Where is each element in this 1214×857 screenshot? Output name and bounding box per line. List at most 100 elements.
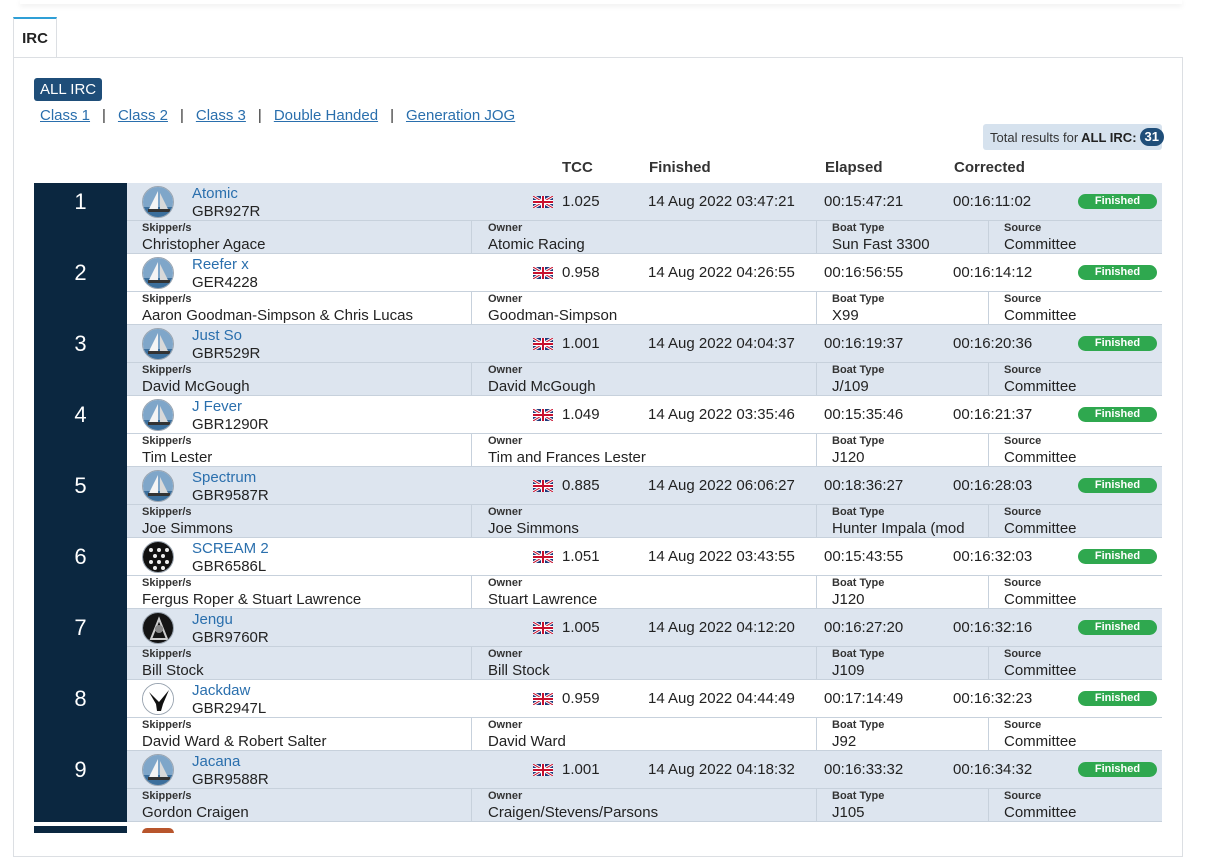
detail-cell: Jengu GBR9760R 1.005 14 Aug 2022 04:12:20 00…: [127, 609, 1162, 680]
boat-name-link[interactable]: J Fever: [192, 398, 243, 415]
table-row: 3 Just So GBR529R 1.001 14 Aug 2022 04:04:37…: [34, 325, 1162, 396]
rank-cell: 2: [34, 254, 127, 325]
table-row: 2 Reefer x GER4228 0.958 14 Aug 2022 04:26:5…: [34, 254, 1162, 325]
boat-name-link[interactable]: Atomic: [192, 185, 238, 202]
tcc-value: 1.001: [562, 335, 600, 352]
skipper-label: Skipper/s: [142, 364, 192, 376]
detail-cell: J Fever GBR1290R 1.049 14 Aug 2022 03:35:46…: [127, 396, 1162, 467]
class-link-class-2[interactable]: Class 2: [117, 107, 168, 124]
source-value: Committee: [1004, 236, 1077, 253]
owner-cell: Owner David Ward: [471, 718, 816, 751]
boat-type-value: J92: [832, 733, 857, 750]
row-summary: Atomic GBR927R 1.025 14 Aug 2022 03:47:21 00…: [127, 183, 1162, 221]
skipper-label: Skipper/s: [142, 435, 192, 447]
boat-name-link[interactable]: Spectrum: [192, 469, 257, 486]
sail-number: GBR927R: [192, 203, 261, 220]
total-results-badge: Total results for ALL IRC: 31: [983, 124, 1164, 150]
owner-value: Stuart Lawrence: [488, 591, 598, 608]
bird-icon: [142, 683, 174, 715]
owner-value: Bill Stock: [488, 662, 550, 679]
owner-cell: Owner Tim and Frances Lester: [471, 434, 816, 467]
boat-type-cell: Boat Type J109: [816, 647, 988, 680]
class-link-class-3[interactable]: Class 3: [195, 107, 246, 124]
boat-type-label: Boat Type: [832, 293, 885, 305]
corrected-time: 00:16:28:03: [953, 477, 1033, 494]
skipper-cell: Skipper/s Bill Stock: [142, 647, 469, 680]
boat-type-cell: Boat Type Hunter Impala (mod: [816, 505, 988, 538]
boat-type-value: J105: [832, 804, 865, 821]
total-label: ALL IRC:: [1081, 129, 1137, 145]
elapsed-time: 00:17:14:49: [824, 690, 904, 707]
sail-number: GER4228: [192, 274, 258, 291]
status-badge: Finished: [1078, 194, 1157, 209]
detail-cell: Atomic GBR927R 1.025 14 Aug 2022 03:47:21 00…: [127, 183, 1162, 254]
uk-flag-icon: [533, 480, 553, 492]
owner-value: David McGough: [488, 378, 596, 395]
all-irc-button[interactable]: ALL IRC: [34, 78, 103, 101]
checker-logo-icon: [142, 541, 174, 573]
status-badge: Finished: [1078, 620, 1157, 635]
source-label: Source: [1004, 790, 1042, 802]
top-shadow: [20, 0, 1182, 4]
boat-name-link[interactable]: Jengu: [192, 611, 233, 628]
boat-type-label: Boat Type: [832, 577, 885, 589]
detail-cell-partial: [127, 826, 1162, 833]
boat-name-link[interactable]: Reefer x: [192, 256, 249, 273]
source-label: Source: [1004, 648, 1042, 660]
boat-name-link[interactable]: Jackdaw: [192, 682, 251, 699]
boat-name-link[interactable]: Just So: [192, 327, 243, 344]
nav-separator: |: [179, 107, 184, 124]
uk-flag-icon: [533, 622, 553, 634]
boat-avatar-partial: [142, 828, 174, 833]
corrected-time: 00:16:21:37: [953, 406, 1033, 423]
skipper-value: David Ward & Robert Salter: [142, 733, 327, 750]
table-row: 9 Jacana GBR9588R 1.001 14 Aug 2022 04:18:32…: [34, 751, 1162, 822]
owner-label: Owner: [488, 648, 523, 660]
boat-name-link[interactable]: Jacana: [192, 753, 241, 770]
owner-label: Owner: [488, 790, 523, 802]
tab-irc[interactable]: IRC: [13, 17, 57, 57]
uk-flag-icon: [533, 764, 553, 776]
boat-type-label: Boat Type: [832, 364, 885, 376]
class-link-class-1[interactable]: Class 1: [40, 107, 91, 124]
elapsed-time: 00:16:19:37: [824, 335, 904, 352]
boat-type-value: Hunter Impala (mod: [832, 520, 965, 537]
class-link-double-handed[interactable]: Double Handed: [273, 107, 379, 124]
status-badge: Finished: [1078, 691, 1157, 706]
status-badge: Finished: [1078, 407, 1157, 422]
detail-cell: Jackdaw GBR2947L 0.959 14 Aug 2022 04:44:49…: [127, 680, 1162, 751]
tcc-value: 1.051: [562, 548, 600, 565]
table-row-partial: [34, 826, 1162, 833]
rank-cell: 4: [34, 396, 127, 467]
rank-cell: 9: [34, 751, 127, 822]
skipper-value: Fergus Roper & Stuart Lawrence: [142, 591, 362, 608]
skipper-label: Skipper/s: [142, 577, 192, 589]
source-value: Committee: [1004, 449, 1077, 466]
source-cell: Source Committee: [988, 363, 1162, 396]
status-badge: Finished: [1078, 549, 1157, 564]
owner-cell: Owner Craigen/Stevens/Parsons: [471, 789, 816, 822]
skipper-cell: Skipper/s Fergus Roper & Stuart Lawrence: [142, 576, 469, 609]
skipper-value: Aaron Goodman-Simpson & Chris Lucas: [142, 307, 413, 324]
source-value: Committee: [1004, 520, 1077, 537]
source-cell: Source Committee: [988, 292, 1162, 325]
source-value: Committee: [1004, 662, 1077, 679]
status-badge: Finished: [1078, 478, 1157, 493]
skipper-value: David McGough: [142, 378, 250, 395]
class-link-generation-jog[interactable]: Generation JOG: [405, 107, 516, 124]
row-summary: Jengu GBR9760R 1.005 14 Aug 2022 04:12:20 00…: [127, 609, 1162, 647]
finished-time: 14 Aug 2022 04:12:20: [648, 619, 795, 636]
boat-type-cell: Boat Type J120: [816, 576, 988, 609]
table-row: 4 J Fever GBR1290R 1.049 14 Aug 2022 03:35:4…: [34, 396, 1162, 467]
rank-cell: 1: [34, 183, 127, 254]
tcc-value: 0.958: [562, 264, 600, 281]
detail-cell: Spectrum GBR9587R 0.885 14 Aug 2022 06:06:2…: [127, 467, 1162, 538]
corrected-time: 00:16:32:16: [953, 619, 1033, 636]
row-summary: SCREAM 2 GBR6586L 1.051 14 Aug 2022 03:43:5…: [127, 538, 1162, 576]
boat-type-value: X99: [832, 307, 859, 324]
boat-name-link[interactable]: SCREAM 2: [192, 540, 269, 557]
corrected-time: 00:16:32:23: [953, 690, 1033, 707]
tcc-value: 1.025: [562, 193, 600, 210]
source-label: Source: [1004, 222, 1042, 234]
skipper-value: Joe Simmons: [142, 520, 233, 537]
